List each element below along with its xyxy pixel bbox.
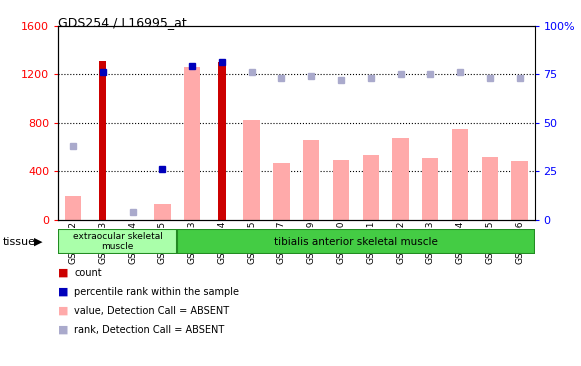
Text: extraocular skeletal
muscle: extraocular skeletal muscle [73, 232, 163, 251]
Bar [58, 229, 177, 254]
Bar [184, 67, 200, 220]
Bar [333, 160, 349, 220]
Text: value, Detection Call = ABSENT: value, Detection Call = ABSENT [74, 306, 229, 316]
Bar [218, 62, 225, 220]
Text: ▶: ▶ [34, 236, 42, 247]
Text: ■: ■ [58, 306, 69, 316]
Bar [99, 61, 106, 220]
Text: ■: ■ [58, 268, 69, 278]
Text: tissue: tissue [3, 236, 36, 247]
Bar [422, 158, 439, 220]
Text: rank, Detection Call = ABSENT: rank, Detection Call = ABSENT [74, 325, 225, 335]
Text: ■: ■ [58, 287, 69, 297]
Bar [482, 157, 498, 220]
Bar [65, 196, 81, 220]
Bar [273, 163, 289, 220]
Text: ■: ■ [58, 325, 69, 335]
Bar [363, 155, 379, 220]
Bar [392, 138, 408, 220]
Bar [452, 129, 468, 220]
Text: tibialis anterior skeletal muscle: tibialis anterior skeletal muscle [274, 236, 438, 247]
Text: count: count [74, 268, 102, 278]
Bar [511, 161, 528, 220]
Bar [303, 139, 320, 220]
Text: percentile rank within the sample: percentile rank within the sample [74, 287, 239, 297]
Bar [154, 204, 170, 220]
Bar [243, 120, 260, 220]
Text: GDS254 / L16995_at: GDS254 / L16995_at [58, 16, 187, 30]
